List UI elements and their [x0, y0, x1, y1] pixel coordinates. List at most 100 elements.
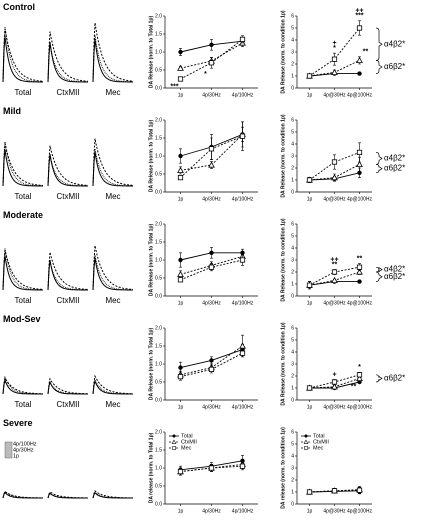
- trace: [2, 28, 44, 83]
- x-tick-label: 1p: [178, 300, 184, 306]
- data-point: [208, 146, 215, 152]
- data-point: [356, 487, 363, 493]
- y-tick-label: 1.0: [155, 49, 162, 55]
- trace-label: Mec: [105, 400, 120, 409]
- data-point: [208, 161, 215, 168]
- trace: [2, 26, 44, 83]
- data-point: [177, 174, 184, 181]
- x-tick-label: 4p@30Hz: [323, 300, 346, 306]
- y-axis-title: DA release (norm. to Total 1p): [148, 432, 154, 503]
- y-tick-label: 1: [291, 281, 294, 287]
- annotation: ***: [355, 13, 363, 20]
- y-tick-label: 5: [291, 129, 294, 135]
- y-tick-label: 0.5: [155, 171, 162, 177]
- data-point: [331, 488, 338, 494]
- y-tick-label: 1: [291, 73, 294, 79]
- trace: [47, 31, 89, 83]
- series-line: [180, 39, 243, 80]
- trace-label: Total: [15, 400, 32, 409]
- data-point: [331, 276, 338, 283]
- trace: [47, 377, 88, 395]
- y-tick-label: 4: [291, 245, 294, 251]
- y-tick-label: 1: [291, 489, 294, 495]
- y-tick-label: 0.0: [155, 85, 162, 91]
- trace: [92, 138, 134, 187]
- y-tick-label: 4: [291, 37, 294, 43]
- annotation: *: [333, 45, 336, 52]
- y-tick-label: 0.0: [155, 397, 162, 403]
- trace: [2, 248, 43, 291]
- y-tick-label: 4: [291, 349, 294, 355]
- data-point: [357, 279, 362, 284]
- trace: [92, 151, 133, 187]
- trace: [47, 155, 88, 187]
- y-tick-label: 2.0: [155, 325, 162, 331]
- legend-marker: [304, 446, 308, 450]
- trace: [92, 491, 133, 499]
- data-point: [331, 68, 338, 75]
- data-point: [331, 379, 338, 385]
- bracket: [375, 27, 383, 61]
- trace-label: CtxMII: [56, 296, 79, 305]
- trace-label: Total: [15, 296, 32, 305]
- y-tick-label: 6: [291, 325, 294, 331]
- y-tick-label: 0: [291, 293, 294, 299]
- y-axis-title: DA Release (norm. to condition 1p): [280, 218, 286, 301]
- trace: [92, 245, 134, 291]
- data-point: [306, 385, 313, 391]
- data-point: [178, 153, 183, 159]
- trace-label: Total: [15, 88, 32, 97]
- trace: [92, 257, 133, 291]
- y-tick-label: 4: [291, 453, 294, 459]
- x-tick-label: 4p@100Hz: [347, 300, 373, 306]
- legend-label: Mec: [313, 445, 324, 451]
- y-tick-label: 0.0: [155, 293, 162, 299]
- data-point: [208, 264, 215, 270]
- data-point: [356, 372, 363, 378]
- data-point: [177, 76, 184, 82]
- legend-label: Total: [181, 433, 193, 439]
- bracket-label: α6β2*: [384, 62, 405, 71]
- trace-label: Total: [15, 192, 32, 201]
- x-tick-label: 4p@30Hz: [323, 404, 346, 410]
- y-tick-label: 0.5: [155, 67, 162, 73]
- trace: [47, 44, 88, 83]
- data-point: [306, 73, 313, 79]
- y-tick-label: 1.5: [155, 135, 162, 141]
- y-tick-label: 6: [291, 13, 294, 19]
- x-tick-label: 1p: [307, 196, 313, 202]
- y-tick-label: 2.0: [155, 13, 162, 19]
- data-point: [177, 277, 184, 283]
- trace: [92, 378, 133, 395]
- x-tick-label: 4p/100Hz: [232, 508, 254, 514]
- y-tick-label: 0: [291, 189, 294, 195]
- y-tick-label: 6: [291, 429, 294, 435]
- trace-label: Mec: [105, 296, 120, 305]
- data-point: [331, 269, 338, 275]
- data-point: [177, 270, 184, 277]
- x-tick-label: 1p: [178, 404, 184, 410]
- data-point: [177, 64, 184, 71]
- y-tick-label: 1.0: [155, 257, 162, 263]
- bracket: [375, 152, 383, 165]
- trace: [92, 22, 134, 83]
- y-tick-label: 5: [291, 441, 294, 447]
- trace: [47, 42, 88, 83]
- bracket-label: α4β2*: [384, 39, 405, 48]
- row-label: Severe: [3, 418, 33, 428]
- y-tick-label: 1.5: [155, 343, 162, 349]
- trace-legend-box: [4, 441, 13, 459]
- trace: [92, 374, 134, 395]
- row-label: Mod-Sev: [3, 314, 41, 324]
- legend-label: CtxMII: [181, 439, 197, 445]
- y-tick-label: 1.0: [155, 153, 162, 159]
- trace-legend-label: 4p/100Hz: [13, 441, 37, 447]
- trace-label: CtxMII: [56, 88, 79, 97]
- data-point: [177, 373, 184, 380]
- data-point: [356, 56, 363, 63]
- trace: [47, 492, 88, 499]
- annotation: **: [363, 49, 369, 56]
- y-tick-label: 0.0: [155, 189, 162, 195]
- y-axis-title: DA Release (norm. to condition 1p): [280, 114, 286, 197]
- x-tick-label: 4p@30Hz: [323, 92, 346, 98]
